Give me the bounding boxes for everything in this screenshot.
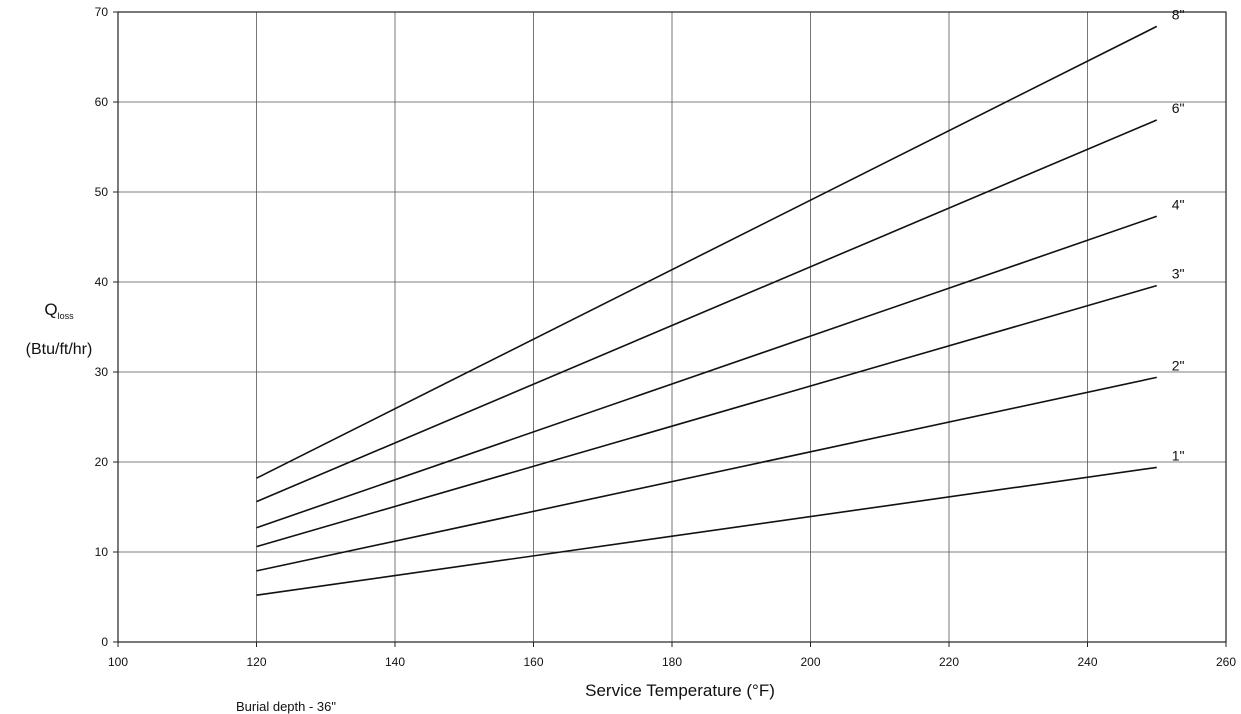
y-axis-units: (Btu/ft/hr): [25, 341, 93, 358]
y-tick-label: 30: [95, 365, 109, 379]
series-line: [256, 215, 1158, 529]
series-label: 2": [1172, 357, 1185, 373]
series-line: [256, 25, 1158, 479]
x-tick-labels: 100 120 140 160 180 200 220 240 260: [108, 655, 1236, 669]
x-tick-label: 100: [108, 655, 128, 669]
series-line: [256, 376, 1157, 572]
series-line: [256, 466, 1157, 596]
y-tick-label: 50: [95, 185, 109, 199]
series-label: 1": [1172, 447, 1185, 463]
x-tick-label: 180: [662, 655, 682, 669]
y-tick-label: 0: [101, 635, 108, 649]
x-axis-label: Service Temperature (°F): [585, 681, 775, 700]
series-lines: [256, 25, 1158, 596]
y-tick-label: 70: [95, 5, 109, 19]
series-label: 3": [1172, 266, 1185, 282]
y-tick-labels: 0 10 20 30 40 50 60 70: [95, 5, 109, 649]
series-line: [256, 119, 1158, 503]
x-tick-label: 220: [939, 655, 959, 669]
series-label: 8": [1172, 6, 1185, 22]
x-tick-label: 240: [1077, 655, 1097, 669]
y-axis-label: Qloss: [0, 300, 118, 321]
grid-lines: [118, 12, 1226, 642]
x-tick-label: 160: [523, 655, 543, 669]
series-label: 4": [1172, 196, 1185, 212]
y-tick-label: 20: [95, 455, 109, 469]
x-tick-label: 120: [246, 655, 266, 669]
x-tick-label: 260: [1216, 655, 1236, 669]
burial-depth-note: Burial depth - 36": [236, 699, 337, 714]
x-tick-label: 200: [800, 655, 820, 669]
y-tick-label: 40: [95, 275, 109, 289]
series-label: 6": [1172, 100, 1185, 116]
axes: [113, 11, 1227, 647]
series-labels: 1" 2" 3" 4" 6" 8": [1172, 6, 1185, 463]
y-axis-label-q: Q: [44, 300, 58, 319]
x-tick-label: 140: [385, 655, 405, 669]
y-tick-label: 10: [95, 545, 109, 559]
y-tick-label: 60: [95, 95, 109, 109]
y-axis-label-subscript: loss: [57, 311, 74, 321]
series-line: [256, 284, 1157, 548]
